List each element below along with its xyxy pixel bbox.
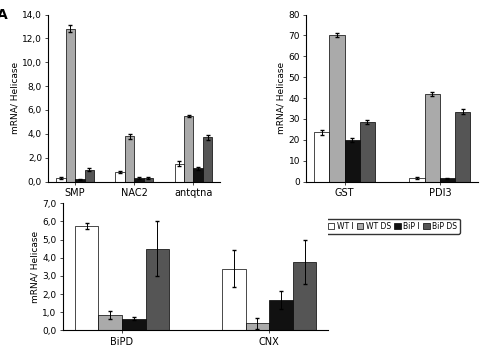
- Bar: [144, 178, 153, 182]
- Bar: [203, 137, 213, 182]
- Bar: [222, 269, 246, 330]
- Bar: [75, 179, 85, 182]
- Bar: [293, 262, 316, 330]
- Bar: [360, 122, 375, 182]
- Bar: [75, 226, 99, 330]
- Bar: [134, 178, 144, 182]
- Text: A: A: [0, 8, 7, 22]
- Bar: [455, 111, 470, 182]
- Bar: [314, 132, 329, 182]
- Bar: [269, 301, 293, 330]
- Bar: [344, 140, 360, 182]
- Bar: [425, 94, 440, 182]
- Bar: [99, 315, 122, 330]
- Bar: [410, 178, 425, 182]
- Bar: [174, 164, 184, 182]
- Y-axis label: mRNA/ Helicase: mRNA/ Helicase: [10, 62, 19, 134]
- Bar: [56, 178, 66, 182]
- Bar: [125, 136, 134, 182]
- Bar: [329, 36, 344, 182]
- Bar: [115, 172, 125, 182]
- Bar: [246, 323, 269, 330]
- Bar: [145, 249, 169, 330]
- Legend: WT I, WT DS, BiP I, BiP DS: WT I, WT DS, BiP I, BiP DS: [67, 219, 202, 234]
- Y-axis label: mRNA/ Helicase: mRNA/ Helicase: [277, 62, 285, 134]
- Bar: [184, 116, 194, 182]
- Bar: [440, 178, 455, 182]
- Bar: [194, 168, 203, 182]
- Legend: WT I, WT DS, BiP I, BiP DS: WT I, WT DS, BiP I, BiP DS: [325, 219, 460, 234]
- Bar: [85, 170, 94, 182]
- Bar: [122, 319, 145, 330]
- Y-axis label: mRNA/ Helicase: mRNA/ Helicase: [30, 231, 40, 303]
- Bar: [66, 29, 75, 182]
